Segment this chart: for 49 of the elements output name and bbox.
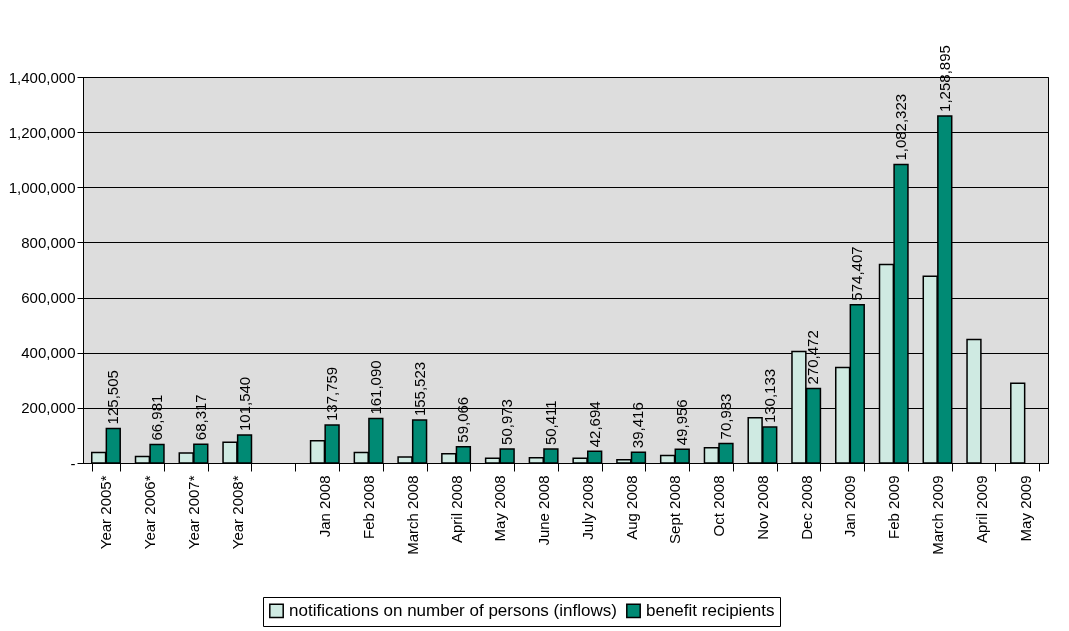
y-tick-label: 1,200,000 bbox=[8, 123, 76, 141]
x-tick-label: Jan 2008 bbox=[316, 475, 334, 538]
data-label: 68,317 bbox=[191, 394, 209, 441]
legend-label: benefit recipients bbox=[646, 600, 775, 620]
data-label: 270,472 bbox=[804, 330, 822, 385]
x-tick-label: April 2008 bbox=[447, 475, 465, 544]
y-tick-label: 200,000 bbox=[21, 399, 76, 417]
x-tick-label: Oct 2008 bbox=[710, 475, 728, 537]
x-tick-label: Nov 2008 bbox=[753, 475, 771, 540]
y-tick-label: 1,000,000 bbox=[8, 178, 76, 196]
x-tick-label: Feb 2009 bbox=[885, 475, 903, 539]
x-tick-label: Year 2007* bbox=[185, 475, 202, 550]
data-label: 101,540 bbox=[235, 376, 253, 431]
legend-label: notifications on number of persons (inflows) bbox=[289, 600, 617, 620]
x-tick-label: Dec 2008 bbox=[797, 475, 815, 540]
x-tick-label: May 2008 bbox=[491, 475, 509, 542]
x-tick-label: Feb 2008 bbox=[360, 475, 378, 539]
data-label: 155,523 bbox=[410, 361, 428, 417]
data-label: 49,956 bbox=[673, 399, 691, 446]
x-tick-label: Year 2008* bbox=[228, 475, 246, 550]
data-label: 42,694 bbox=[585, 401, 603, 448]
y-tick-label: 400,000 bbox=[21, 344, 76, 362]
data-label: 161,090 bbox=[366, 360, 384, 415]
data-label: 137,759 bbox=[323, 366, 341, 422]
x-tick-label: March 2008 bbox=[403, 475, 421, 555]
x-tick-label: Aug 2008 bbox=[622, 475, 640, 540]
x-tick-label: July 2008 bbox=[578, 475, 596, 540]
y-tick-label: - bbox=[70, 454, 76, 472]
data-label: 59,066 bbox=[454, 396, 472, 443]
y-tick-label: 1,400,000 bbox=[8, 68, 76, 86]
data-label: 1,082,323 bbox=[892, 93, 910, 161]
data-label: 66,981 bbox=[148, 394, 166, 441]
data-label: 1,258,895 bbox=[935, 45, 953, 112]
data-label: 125,505 bbox=[104, 370, 122, 425]
y-tick-label: 600,000 bbox=[21, 289, 76, 307]
x-tick-label: Jan 2009 bbox=[841, 475, 859, 538]
x-tick-label: May 2009 bbox=[1016, 475, 1034, 542]
data-label: 50,973 bbox=[498, 399, 516, 445]
x-tick-label: Year 2005* bbox=[97, 475, 115, 550]
x-tick-label: Sept 2008 bbox=[666, 475, 684, 544]
x-tick-label: April 2009 bbox=[972, 475, 990, 544]
x-tick-label: June 2008 bbox=[535, 475, 553, 546]
data-label: 50,411 bbox=[541, 400, 559, 446]
x-tick-label: March 2009 bbox=[929, 475, 946, 555]
data-label: 130,133 bbox=[760, 368, 778, 424]
y-tick-label: 800,000 bbox=[21, 233, 76, 251]
data-label: 70,983 bbox=[716, 393, 734, 440]
data-label: 574,407 bbox=[848, 246, 866, 301]
x-tick-label: Year 2006* bbox=[141, 475, 159, 550]
